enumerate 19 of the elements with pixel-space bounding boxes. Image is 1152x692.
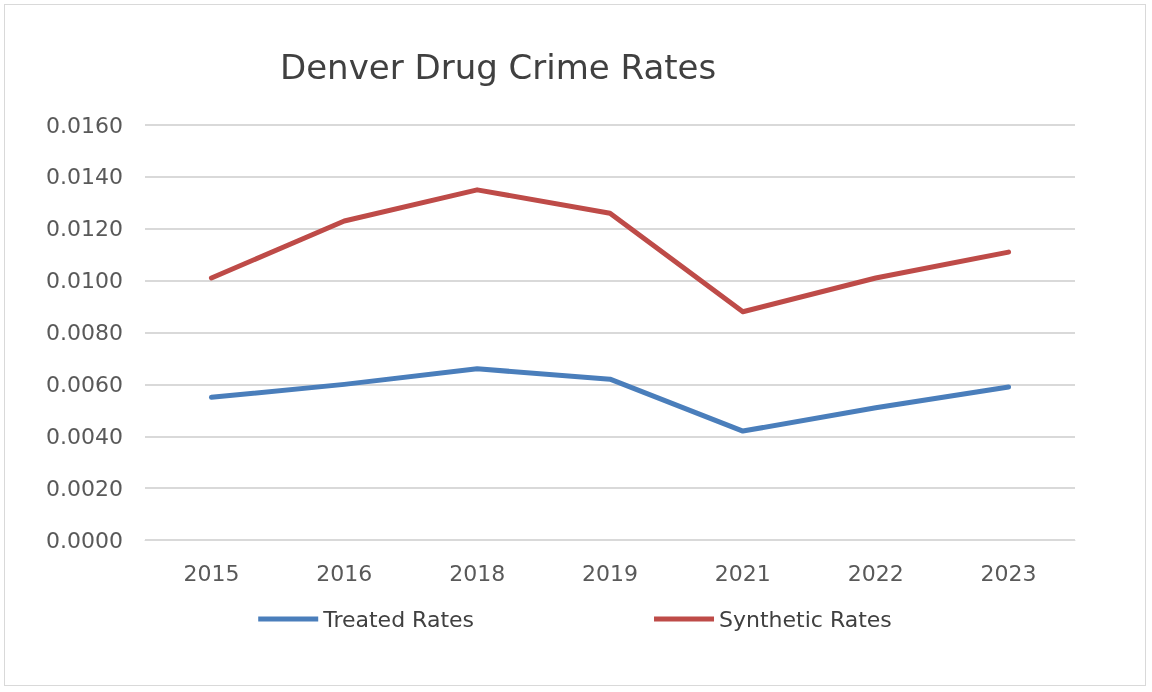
y-tick-label: 0.0020	[46, 475, 123, 501]
y-tick-label: 0.0160	[46, 112, 123, 138]
legend-label: Synthetic Rates	[719, 606, 892, 632]
y-tick-label: 0.0060	[46, 371, 123, 397]
x-tick-label: 2019	[582, 560, 638, 586]
x-tick-label: 2021	[714, 560, 771, 586]
y-tick-label: 0.0140	[46, 164, 123, 190]
y-tick-label: 0.0080	[46, 320, 123, 345]
x-tick-label: 2022	[847, 560, 904, 586]
x-tick-label: 2015	[183, 560, 240, 586]
legend-label: Treated Rates	[322, 606, 475, 632]
y-tick-label: 0.0120	[46, 216, 123, 242]
y-tick-label: 0.0040	[46, 423, 123, 449]
x-tick-label: 2016	[316, 560, 373, 586]
chart-title: Denver Drug Crime Rates	[280, 47, 717, 87]
y-tick-label: 0.0100	[46, 268, 123, 294]
x-tick-label: 2018	[449, 560, 506, 586]
x-tick-label: 2023	[980, 560, 1037, 586]
y-tick-label: 0.0000	[46, 527, 123, 553]
